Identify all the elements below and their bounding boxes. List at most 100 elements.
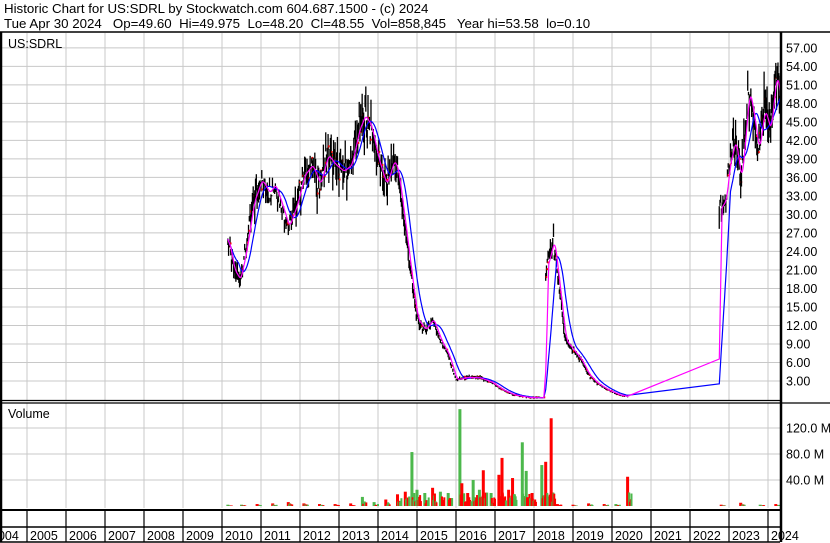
volume-bar [349,503,353,506]
close-tick [420,324,423,327]
volume-bar [372,502,376,506]
volume-bar [504,500,507,506]
year-tick-label: 2013 [342,529,370,543]
volume-bar [497,474,501,506]
volume-bar [415,489,419,506]
volume-bar [544,461,548,506]
close-tick [758,131,761,134]
volume-bar [560,504,563,506]
close-tick [488,380,490,383]
volume-bar [763,505,766,506]
close-tick [292,214,294,217]
volume-bar [571,504,575,506]
year-tick-label: 2004 [0,529,19,543]
volume-bar [388,504,391,506]
volume-bar [554,498,557,506]
year-tick-label: 2018 [537,529,565,543]
close-tick [317,192,319,195]
year-axis-labels: 2004 2005 2006 2007 2008 2009 2010 2011 2012 2013… [0,529,799,543]
price-tick-label: 15.00 [786,300,817,314]
price-tick-label: 21.00 [786,263,817,277]
volume-bar [500,457,504,506]
year-tick-label: 2015 [420,529,448,543]
volume-bar [260,505,262,506]
price-bars [227,62,782,399]
volume-bar [333,504,337,506]
price-tick-label: 57.00 [786,41,817,55]
price-tick-label: 27.00 [786,226,817,240]
price-tick-label: 51.00 [786,78,817,92]
volume-bar [408,496,411,506]
volume-bar [549,418,553,506]
volume-bar [479,497,482,506]
close-tick [261,188,263,191]
volume-bar [602,504,606,506]
close-tick [382,175,385,178]
volume-bar [460,483,464,506]
volume-bar [618,504,621,506]
chart-title: Historic Chart for US:SDRL by Stockwatch… [4,1,429,16]
volume-bar [410,452,414,506]
close-tick [543,396,546,399]
close-tick [230,242,232,245]
volume-bar [423,493,427,506]
volume-bar [534,501,537,506]
volume-bar [318,504,321,506]
volume-bar [628,492,631,506]
volume-bar [427,497,430,506]
year-tick-label: 2008 [147,529,175,543]
close-tick [302,174,304,177]
volume-bar [481,470,485,506]
volume-bar [548,494,551,506]
price-axis-labels: 3.00 6.00 9.00 12.00 15.00 18.00 21.00 24.00 27.… [786,41,817,388]
volume-tick-label: 40.0 M [786,474,824,488]
price-tick-label: 12.00 [786,319,817,333]
volume-bar [338,505,340,506]
close-tick [739,157,741,160]
volume-bar [758,504,762,506]
volume-bar [243,505,246,506]
quote-summary: Tue Apr 30 2024 Op=49.60 Hi=49.975 Lo=48… [4,16,591,31]
close-tick [756,135,758,138]
price-tick-label: 24.00 [786,245,817,259]
close-tick [250,210,252,213]
close-tick [758,151,760,154]
close-tick [545,276,548,279]
price-tick-label: 42.00 [786,134,817,148]
volume-bar [607,504,610,506]
volume-bar [433,493,436,506]
year-tick-label: 2014 [381,529,409,543]
volume-bar [400,498,403,506]
close-tick [319,188,321,191]
volume-bar [419,495,422,506]
volume-bar [614,504,618,506]
close-tick [727,174,729,177]
year-tick-label: 2017 [498,529,526,543]
volume-bar [557,505,560,506]
chart-frame [0,31,830,543]
volume-bar [435,502,438,506]
price-tick-label: 36.00 [786,171,817,185]
volume-bar [384,499,388,506]
volume-axis-labels: 40.0 M 80.0 M 120.0 M [786,422,830,488]
close-tick [579,357,581,360]
price-tick-label: 3.00 [786,375,810,389]
volume-tick-label: 80.0 M [786,448,824,462]
volume-bar [486,492,489,506]
volume-bar [431,487,435,506]
close-tick [287,223,290,226]
volume-bar [448,498,451,506]
close-tick [299,181,301,184]
volume-bar [490,498,493,506]
volume-bar [540,465,544,506]
volume-bar [227,505,230,506]
year-tick-label: 2007 [108,529,136,543]
volume-bar [501,494,504,506]
price-tick-label: 54.00 [786,60,817,74]
close-tick [311,156,314,159]
close-tick [370,138,372,141]
volume-bar [353,505,356,506]
volume-bar [286,502,290,506]
close-tick [386,178,389,181]
volume-bar [451,498,454,506]
